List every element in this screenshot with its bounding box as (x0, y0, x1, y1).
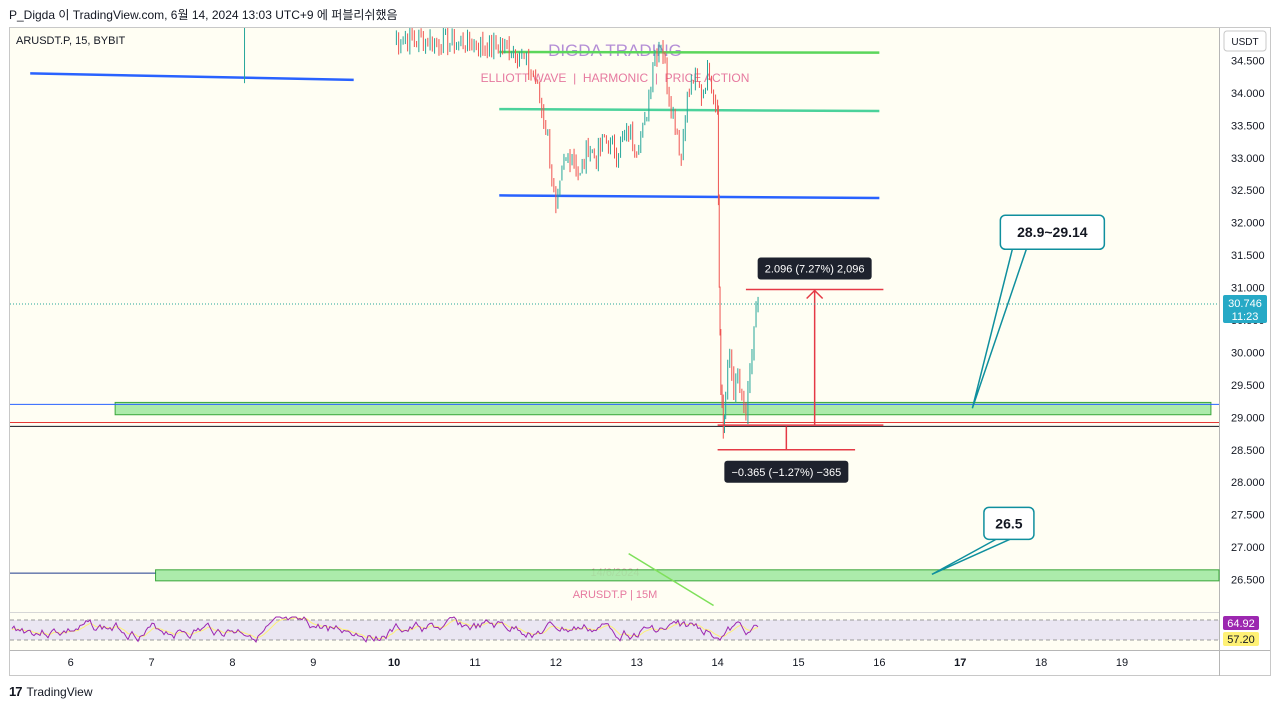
rsi-badge-2 (1223, 632, 1259, 646)
y-tick-label: 34.000 (1231, 88, 1265, 100)
x-tick-label: 17 (954, 657, 966, 669)
diagonal-trend-line (628, 552, 714, 607)
currency-button[interactable] (1223, 30, 1267, 52)
trend-line (30, 72, 354, 82)
y-tick-label: 33.500 (1231, 120, 1265, 132)
last-price-badge (1223, 295, 1267, 324)
x-tick-label: 19 (1116, 657, 1128, 669)
trend-line (499, 50, 880, 54)
y-tick-label: 30.000 (1231, 347, 1265, 359)
symbol-info[interactable]: ARUSDT.P, 15, BYBIT (16, 35, 126, 47)
y-tick-label: 32.000 (1231, 218, 1265, 230)
last-price-value: 30.746 (1228, 298, 1262, 310)
support-zone (155, 569, 1220, 582)
y-tick-label: 28.500 (1231, 445, 1265, 457)
watermark-subtitle: ELLIOTT WAVE | HARMONIC | PRICE ACTION (481, 71, 750, 85)
measure-up-label-box (757, 257, 872, 280)
y-tick-label: 32.500 (1231, 185, 1265, 197)
rsi-value-1: 64.92 (1227, 618, 1255, 630)
callout-box (983, 506, 1035, 541)
callout-label: 26.5 (995, 515, 1022, 531)
measure-up-label: 2.096 (7.27%) 2,096 (765, 264, 865, 276)
trend-line (499, 107, 880, 113)
watermark-symbol: ARUSDT.P | 15M (573, 589, 658, 601)
x-tick-label: 9 (310, 657, 316, 669)
tradingview-logo-icon: 17 (9, 684, 23, 699)
rsi-band (10, 620, 1219, 640)
x-tick-label: 12 (550, 657, 562, 669)
callout-pointer (931, 538, 1011, 576)
callout-label: 28.9~29.14 (1017, 224, 1088, 240)
y-tick-label: 29.000 (1231, 412, 1265, 424)
y-tick-label: 34.500 (1231, 55, 1265, 67)
x-tick-label: 15 (792, 657, 804, 669)
callout-box (999, 214, 1106, 250)
y-tick-label: 28.000 (1231, 477, 1265, 489)
rsi-value-2: 57.20 (1227, 634, 1255, 646)
x-tick-label: 8 (229, 657, 235, 669)
x-tick-label: 10 (388, 657, 400, 669)
y-tick-label: 31.000 (1231, 283, 1265, 295)
x-tick-label: 16 (873, 657, 885, 669)
y-tick-label: 33.000 (1231, 153, 1265, 165)
x-tick-label: 18 (1035, 657, 1047, 669)
main-pane (10, 28, 1219, 612)
y-tick-label: 26.500 (1231, 575, 1265, 587)
x-tick-label: 7 (148, 657, 154, 669)
y-tick-label: 29.500 (1231, 380, 1265, 392)
y-tick-label: 31.500 (1231, 250, 1265, 262)
tradingview-logo[interactable]: 17 TradingView (9, 684, 93, 699)
callout-pointer (971, 249, 1028, 409)
y-tick-label: 27.000 (1231, 542, 1265, 554)
rsi-line (11, 616, 759, 644)
measure-down-label: −0.365 (−1.27%) −365 (731, 467, 841, 479)
x-tick-label: 13 (631, 657, 643, 669)
publish-info: P_Digda 이 TradingView.com, 6월 14, 2024 1… (9, 8, 398, 22)
chart-frame (9, 27, 1271, 676)
watermark-title: DIGDA TRADING (548, 41, 682, 60)
currency-label: USDT (1231, 37, 1258, 48)
x-tick-label: 11 (469, 657, 480, 669)
trend-line (499, 194, 880, 200)
tradingview-logo-text: TradingView (26, 684, 93, 699)
measure-down-label-box (724, 460, 849, 483)
measure-up-arrowhead (806, 289, 824, 300)
bar-countdown: 11:23 (1232, 311, 1259, 323)
support-zone (114, 401, 1212, 416)
y-tick-label: 27.500 (1231, 510, 1265, 522)
x-tick-label: 6 (68, 657, 74, 669)
x-tick-label: 14 (711, 657, 723, 669)
rsi-badge-1 (1223, 616, 1259, 630)
